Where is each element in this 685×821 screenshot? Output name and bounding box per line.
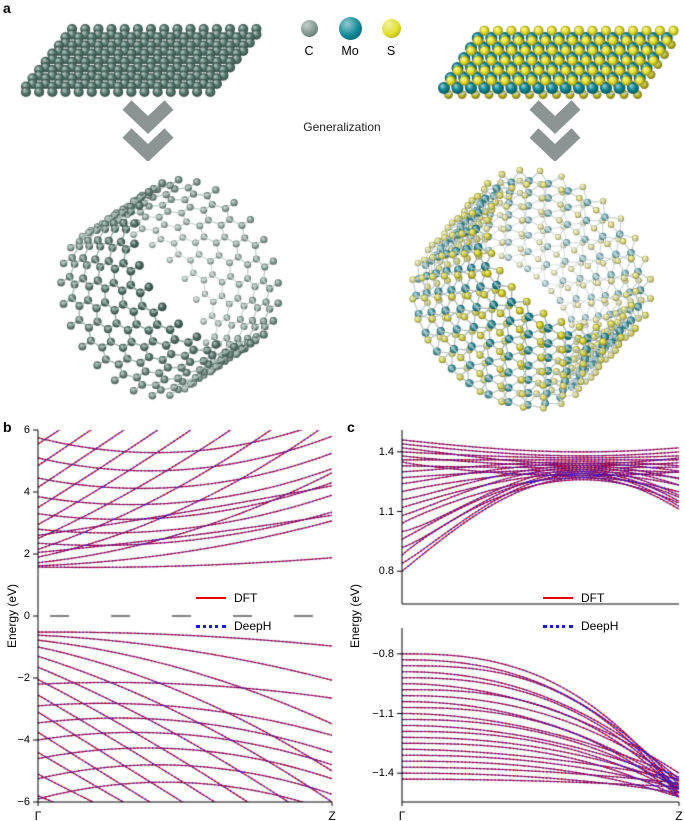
x-tick-label: Z [328,809,336,821]
dft-line-icon [543,597,573,599]
deeph-label: DeepH [234,619,272,633]
legend-item-deeph: DeepH [196,612,271,640]
carbon-label: C [304,44,314,58]
band-structure-plot-b [0,418,345,821]
x-tick-label: Z [675,809,683,821]
dft-label: DFT [234,591,258,605]
sulfur-sphere-box [381,16,401,41]
sulfur-atom-icon [381,19,401,38]
down-arrow-icon [529,100,581,161]
carbon-sphere-box [300,16,318,41]
x-tick-label: Γ [398,809,406,821]
y-tick-label: 2 [23,548,30,560]
y-tick-label: 1.4 [378,445,394,458]
y-tick-label: 1.1 [378,505,394,518]
panel-a: a C Mo S [3,0,684,417]
y-tick-label: 0 [23,610,30,622]
y-tick-label: −2 [17,672,30,684]
y-tick-label: −1.4 [372,767,394,780]
x-tick-label: Γ [34,809,42,821]
mos2-nanotube-illustration [374,165,684,417]
dft-label: DFT [581,591,605,605]
panel-b-legend: DFT DeepH [196,584,271,640]
down-arrow-icon [122,100,174,161]
panel-a-label: a [3,0,11,16]
molybdenum-atom-icon [338,17,362,40]
legend-item-sulfur: S [377,16,405,58]
y-tick-label: −1.1 [372,707,394,720]
deeph-line-icon [543,624,573,628]
sulfur-label: S [386,44,396,58]
atom-legend: C Mo S [295,16,405,58]
legend-item-molybdenum: Mo [336,16,364,58]
panel-c-legend: DFT DeepH [543,584,618,640]
graphene-sheet-illustration [20,0,290,100]
y-tick-label: −0.8 [372,647,394,660]
carbon-atom-icon [300,20,318,37]
y-tick-label: 4 [23,486,30,498]
band-structure-plot-c [345,418,685,821]
y-tick-label: 6 [23,424,30,436]
mos2-sheet-illustration [436,0,684,108]
legend-item-dft: DFT [543,584,618,612]
legend-item-carbon: C [295,16,323,58]
molybdenum-sphere-box [338,16,362,41]
y-tick-label: −6 [17,796,30,808]
panel-c: c Energy (eV) DFT DeepH 1.41.10.8−0.8−1.… [345,418,685,821]
dft-line-icon [196,597,226,599]
legend-item-dft: DFT [196,584,271,612]
generalization-label: Generalization [303,120,381,134]
deeph-label: DeepH [581,619,619,633]
deeph-line-icon [196,624,226,628]
y-tick-label: −4 [17,734,30,746]
molybdenum-label: Mo [341,44,359,58]
legend-item-deeph: DeepH [543,612,618,640]
y-tick-label: 0.8 [378,565,394,578]
carbon-nanotube-illustration [18,160,318,415]
